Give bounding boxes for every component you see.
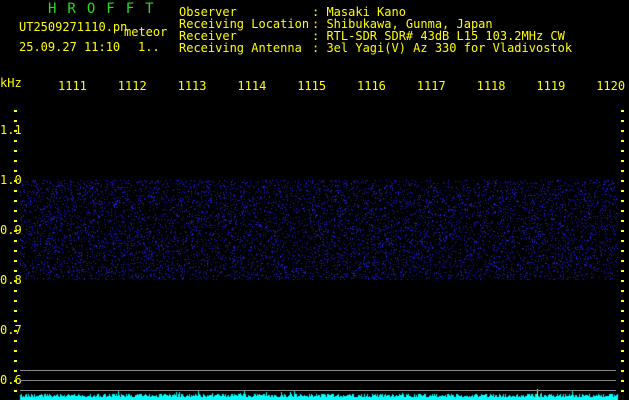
y-tick-mark (14, 220, 17, 222)
y-tick-mark (621, 160, 624, 162)
y-tick-mark (14, 370, 17, 372)
y-tick-mark (621, 230, 624, 232)
x-tick-label: 1116 (357, 79, 386, 93)
y-tick-mark (14, 110, 17, 112)
y-tick-mark (621, 180, 624, 182)
y-tick-mark (14, 160, 17, 162)
y-tick-mark (14, 340, 17, 342)
x-tick-label: 1117 (416, 79, 446, 93)
y-tick-mark (621, 190, 624, 192)
grid-line (20, 380, 616, 381)
y-tick-mark (621, 330, 624, 332)
count: 1.. (138, 40, 160, 54)
y-tick-mark (621, 140, 624, 142)
y-tick-mark (621, 200, 624, 202)
receiver-label: Receiver (179, 29, 237, 43)
grid-line (20, 390, 616, 391)
y-tick-mark (14, 130, 17, 132)
antenna-label: Receiving Antenna (179, 41, 302, 55)
y-tick-mark (14, 240, 17, 242)
y-tick-mark (621, 340, 624, 342)
location-label: Receiving Location (179, 17, 310, 31)
y-tick-mark (14, 230, 17, 232)
x-tick-label: 1115 (297, 79, 327, 93)
y-tick-mark (621, 390, 624, 392)
y-tick-mark (14, 350, 17, 352)
y-tick-mark (621, 280, 624, 282)
y-tick-mark (621, 210, 624, 212)
x-tick-label: 1111 (58, 79, 87, 93)
y-tick-label: 1.1 (0, 123, 22, 137)
y-tick-mark (14, 140, 17, 142)
y-tick-mark (621, 250, 624, 252)
x-tick-label: 1114 (237, 79, 267, 93)
y-tick-mark (14, 280, 17, 282)
y-tick-mark (621, 290, 624, 292)
y-tick-mark (14, 190, 17, 192)
filename: UT2509271110.pn (19, 20, 128, 34)
y-tick-label: 0.9 (0, 223, 22, 237)
y-tick-mark (621, 310, 624, 312)
y-tick-mark (621, 270, 624, 272)
datetime: 25.09.27 11:10 (19, 40, 121, 54)
y-tick-mark (621, 110, 624, 112)
y-tick-mark (621, 360, 624, 362)
y-tick-mark (14, 170, 17, 172)
observer-label: Observer (179, 5, 237, 19)
unit-label: kHz (0, 76, 22, 90)
y-tick-label: 0.8 (0, 273, 22, 287)
y-tick-mark (621, 370, 624, 372)
x-tick-label: 1113 (177, 79, 207, 93)
location-value: : Shibukawa, Gunma, Japan (312, 17, 493, 31)
receiver-value: : RTL-SDR SDR# 43dB L15 103.2MHz CW (312, 29, 565, 43)
y-tick-mark (14, 310, 17, 312)
y-tick-mark (621, 220, 624, 222)
y-tick-label: 0.7 (0, 323, 22, 337)
y-tick-mark (621, 260, 624, 262)
y-tick-mark (621, 150, 624, 152)
y-tick-mark (14, 150, 17, 152)
mode-label: meteor (124, 25, 168, 39)
y-tick-mark (621, 320, 624, 322)
y-tick-mark (14, 290, 17, 292)
y-tick-mark (14, 210, 17, 212)
y-tick-mark (621, 170, 624, 172)
grid-line (20, 370, 616, 371)
y-tick-mark (14, 360, 17, 362)
y-tick-mark (14, 270, 17, 272)
y-tick-label: 1.0 (0, 173, 22, 187)
y-tick-mark (621, 130, 624, 132)
y-tick-mark (14, 330, 17, 332)
observer-value: : Masaki Kano (312, 5, 406, 19)
x-tick-label: 1120 (596, 79, 626, 93)
y-tick-mark (14, 250, 17, 252)
y-tick-mark (14, 120, 17, 122)
y-tick-mark (14, 380, 17, 382)
brand-title: HROFFT (48, 1, 165, 17)
y-tick-label: 0.6 (0, 373, 22, 387)
antenna-value: : 3el Yagi(V) Az 330 for Vladivostok (312, 41, 573, 55)
y-tick-mark (621, 380, 624, 382)
y-tick-mark (14, 320, 17, 322)
y-tick-mark (14, 180, 17, 182)
x-tick-label: 1118 (476, 79, 506, 93)
y-tick-mark (621, 240, 624, 242)
x-tick-label: 1112 (117, 79, 147, 93)
x-tick-label: 1119 (536, 79, 566, 93)
y-tick-mark (14, 200, 17, 202)
y-tick-mark (621, 350, 624, 352)
y-tick-mark (14, 300, 17, 302)
y-tick-mark (14, 390, 17, 392)
y-tick-mark (621, 120, 624, 122)
y-tick-mark (14, 260, 17, 262)
y-tick-mark (621, 300, 624, 302)
